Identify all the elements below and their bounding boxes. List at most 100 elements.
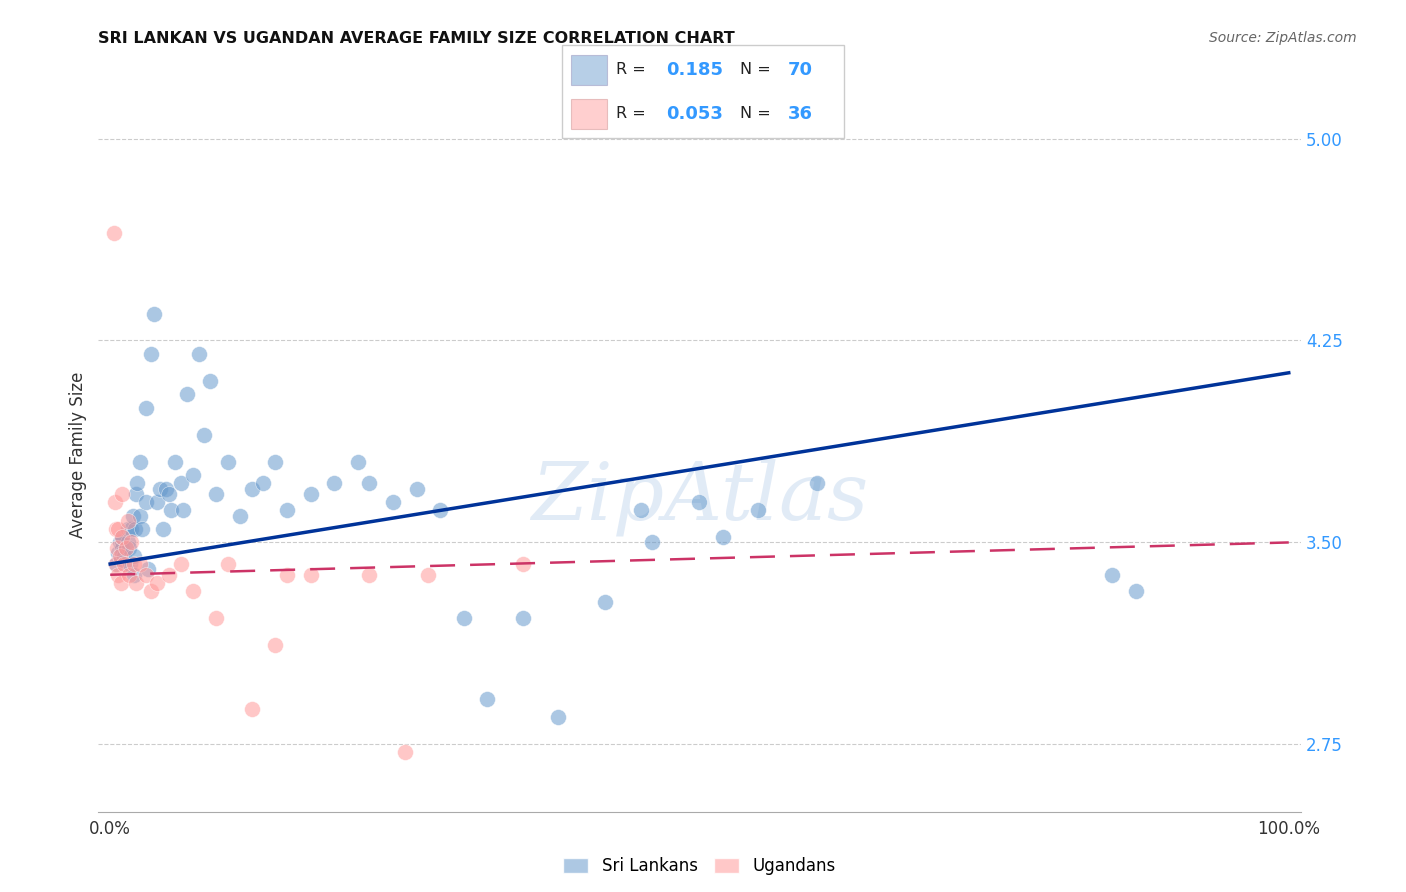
Point — [103, 226, 125, 240]
Point — [172, 503, 194, 517]
Point — [136, 562, 159, 576]
Point — [111, 487, 134, 501]
Point — [163, 455, 186, 469]
Point — [125, 487, 148, 501]
Point — [299, 487, 322, 501]
Point — [128, 557, 150, 571]
Point — [120, 557, 142, 571]
Point — [152, 522, 174, 536]
Point — [157, 567, 180, 582]
Text: R =: R = — [616, 62, 651, 78]
Point — [141, 347, 163, 361]
Point — [105, 557, 128, 571]
Point — [157, 487, 180, 501]
Point — [142, 307, 165, 321]
Point — [120, 522, 142, 536]
Point — [112, 557, 135, 571]
Point — [114, 557, 136, 571]
Point — [121, 508, 143, 523]
Point — [593, 595, 616, 609]
Point — [105, 541, 128, 555]
Point — [125, 575, 148, 590]
Point — [170, 557, 193, 571]
Point — [135, 495, 157, 509]
Point — [110, 551, 132, 566]
Point — [299, 567, 322, 582]
Point — [122, 567, 145, 582]
Point — [806, 476, 828, 491]
Point — [217, 455, 239, 469]
Point — [453, 611, 475, 625]
Text: 70: 70 — [787, 61, 813, 78]
Point — [117, 535, 139, 549]
Point — [240, 482, 263, 496]
FancyBboxPatch shape — [562, 45, 844, 138]
Point — [1125, 583, 1147, 598]
Point — [193, 427, 215, 442]
Point — [135, 401, 157, 415]
Text: N =: N = — [740, 106, 776, 121]
Point — [107, 546, 129, 560]
Point — [128, 508, 150, 523]
Point — [110, 575, 132, 590]
Point — [181, 468, 204, 483]
Point — [111, 546, 134, 560]
Text: Source: ZipAtlas.com: Source: ZipAtlas.com — [1209, 31, 1357, 45]
Point — [547, 710, 569, 724]
Point — [418, 567, 440, 582]
Text: N =: N = — [740, 62, 776, 78]
Point — [276, 503, 298, 517]
Text: 36: 36 — [787, 105, 813, 123]
Point — [477, 691, 499, 706]
Point — [405, 482, 427, 496]
Point — [359, 476, 381, 491]
Point — [128, 455, 150, 469]
Point — [252, 476, 274, 491]
Point — [641, 535, 664, 549]
Point — [747, 503, 769, 517]
Point — [124, 522, 146, 536]
Point — [160, 503, 183, 517]
Point — [205, 487, 228, 501]
Point — [111, 535, 134, 549]
Point — [117, 522, 139, 536]
Point — [122, 557, 145, 571]
Point — [429, 503, 451, 517]
Point — [107, 522, 129, 536]
Point — [111, 530, 134, 544]
Point — [187, 347, 209, 361]
Point — [107, 567, 129, 582]
Point — [127, 476, 149, 491]
Text: 0.185: 0.185 — [666, 61, 724, 78]
Point — [114, 541, 136, 555]
Point — [170, 476, 193, 491]
Point — [359, 567, 381, 582]
Point — [229, 508, 252, 523]
Point — [512, 611, 534, 625]
Point — [264, 638, 287, 652]
Point — [118, 541, 141, 555]
Point — [146, 495, 169, 509]
Point — [323, 476, 346, 491]
Point — [630, 503, 652, 517]
Point — [131, 522, 153, 536]
Point — [146, 575, 169, 590]
Point — [512, 557, 534, 571]
Point — [181, 583, 204, 598]
Point — [205, 611, 228, 625]
Point — [120, 535, 142, 549]
Point — [711, 530, 734, 544]
Point — [547, 826, 569, 840]
Point — [108, 535, 131, 549]
Point — [141, 583, 163, 598]
Text: ZipAtlas: ZipAtlas — [531, 459, 868, 536]
Point — [108, 549, 131, 563]
Point — [104, 495, 127, 509]
Text: 0.053: 0.053 — [666, 105, 723, 123]
Point — [1101, 567, 1123, 582]
Point — [155, 482, 177, 496]
Point — [217, 557, 239, 571]
Text: SRI LANKAN VS UGANDAN AVERAGE FAMILY SIZE CORRELATION CHART: SRI LANKAN VS UGANDAN AVERAGE FAMILY SIZ… — [98, 31, 735, 46]
Point — [394, 746, 416, 760]
Point — [135, 567, 157, 582]
